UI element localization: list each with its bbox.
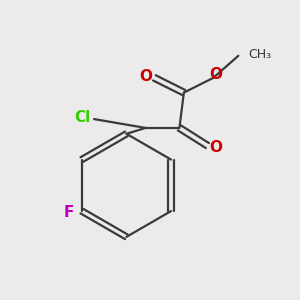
Text: O: O: [139, 69, 152, 84]
Text: F: F: [63, 205, 74, 220]
Text: O: O: [210, 68, 223, 82]
Text: O: O: [210, 140, 223, 154]
Text: Cl: Cl: [74, 110, 90, 125]
Text: CH₃: CH₃: [249, 48, 272, 61]
